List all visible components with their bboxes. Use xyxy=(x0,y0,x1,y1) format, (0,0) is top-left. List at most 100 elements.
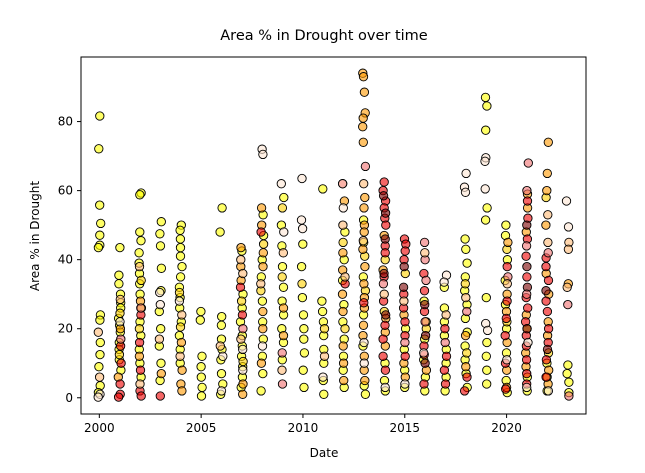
series-pale xyxy=(93,144,574,402)
data-point xyxy=(563,360,573,370)
data-point xyxy=(154,334,165,344)
data-point xyxy=(94,144,104,154)
data-point xyxy=(114,270,124,280)
data-point xyxy=(278,330,289,341)
data-point xyxy=(501,220,511,230)
data-point xyxy=(522,220,532,230)
data-point xyxy=(257,341,268,351)
data-point xyxy=(462,348,472,358)
data-point xyxy=(196,372,206,382)
data-point xyxy=(256,227,266,237)
y-tick-label: 60 xyxy=(58,184,73,198)
data-point xyxy=(93,392,103,402)
data-point xyxy=(359,337,369,348)
data-point xyxy=(460,187,471,197)
data-point xyxy=(155,229,165,239)
data-point xyxy=(482,101,492,111)
y-axis: 0 20 40 60 80 xyxy=(58,115,81,405)
data-point xyxy=(381,310,391,320)
data-point xyxy=(542,168,552,179)
data-point xyxy=(277,261,288,272)
data-point xyxy=(197,382,207,393)
data-point xyxy=(175,251,186,261)
data-point xyxy=(379,289,389,299)
data-point xyxy=(338,248,348,258)
data-point xyxy=(236,296,247,306)
data-point xyxy=(482,203,492,213)
data-point xyxy=(380,382,390,393)
data-point xyxy=(256,279,266,289)
series-light_orange xyxy=(93,179,574,389)
data-point xyxy=(238,365,248,375)
data-point xyxy=(277,203,288,213)
data-point xyxy=(93,327,103,337)
data-point xyxy=(563,244,574,254)
data-point xyxy=(439,277,449,287)
data-point xyxy=(502,261,512,272)
data-point xyxy=(215,227,225,237)
data-point xyxy=(318,184,328,194)
data-point xyxy=(279,227,289,237)
data-point xyxy=(195,315,205,325)
data-point xyxy=(238,324,248,334)
data-point xyxy=(238,389,248,399)
data-point xyxy=(420,330,431,341)
data-point xyxy=(115,242,125,253)
plot-frame xyxy=(80,56,587,415)
data-point xyxy=(297,279,307,289)
data-point xyxy=(482,379,492,389)
data-point xyxy=(258,239,269,249)
data-point xyxy=(156,217,166,227)
data-point xyxy=(155,299,165,310)
data-point xyxy=(378,334,388,344)
data-point xyxy=(359,87,370,97)
data-point xyxy=(399,261,409,272)
data-point xyxy=(359,358,369,368)
data-point xyxy=(378,351,388,361)
data-point xyxy=(440,324,450,334)
data-point xyxy=(400,317,410,327)
data-point xyxy=(278,282,289,292)
data-point xyxy=(113,392,124,402)
data-point xyxy=(522,272,532,282)
x-tick-label: 2000 xyxy=(84,421,115,435)
data-point xyxy=(258,261,268,272)
data-point xyxy=(420,248,430,258)
data-point xyxy=(480,184,490,194)
data-point xyxy=(337,179,348,189)
data-point xyxy=(462,258,472,268)
data-point xyxy=(135,365,146,375)
data-point xyxy=(155,287,165,298)
data-point xyxy=(378,279,389,289)
data-point xyxy=(543,137,553,147)
data-point xyxy=(298,365,308,375)
data-point xyxy=(296,261,307,272)
data-point xyxy=(238,356,248,367)
data-point xyxy=(360,192,370,203)
data-point xyxy=(176,337,187,348)
data-point xyxy=(95,349,105,360)
data-point xyxy=(543,248,553,258)
data-point xyxy=(358,244,368,254)
data-point xyxy=(502,296,512,306)
data-point xyxy=(238,268,248,279)
data-point xyxy=(461,292,471,303)
data-point xyxy=(317,306,328,317)
data-point xyxy=(562,282,572,292)
data-point xyxy=(279,192,289,203)
data-point xyxy=(521,251,531,261)
data-point xyxy=(338,341,348,351)
data-point xyxy=(379,268,389,279)
chart-title: Area % in Drought over time xyxy=(220,28,428,44)
data-point xyxy=(175,322,186,332)
data-point xyxy=(177,261,187,272)
data-point xyxy=(339,375,349,386)
data-point xyxy=(358,137,368,147)
data-point xyxy=(542,344,553,355)
data-point xyxy=(381,220,391,230)
data-point xyxy=(564,377,574,387)
data-point xyxy=(156,358,166,368)
data-point xyxy=(340,272,350,282)
data-point xyxy=(278,248,288,258)
data-point xyxy=(462,372,472,382)
